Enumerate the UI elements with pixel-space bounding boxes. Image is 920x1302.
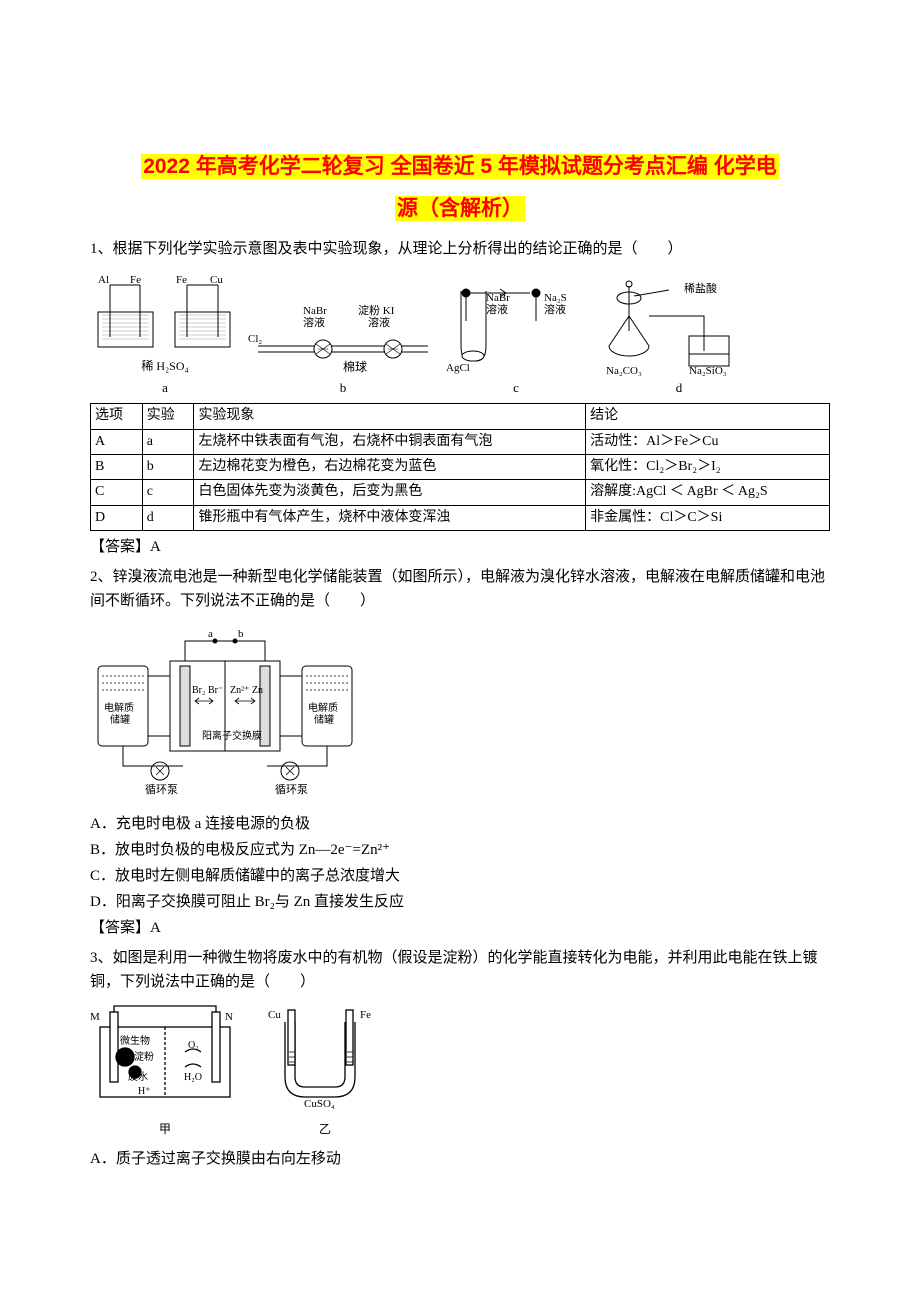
label-h2o: H₂O <box>184 1072 202 1083</box>
diagram-c: NaBr 溶液 Na₂S 溶液 AgCl c <box>446 281 586 399</box>
th-conclusion: 结论 <box>586 404 830 429</box>
label-n: N <box>225 1011 233 1023</box>
q3-diagram: M N 微生物 淀粉 废水 H⁺ O₂ H₂O 甲 Cu Fe CuSO₄ 乙 <box>90 1002 830 1139</box>
q2-option-b: B．放电时负极的电极反应式为 Zn—2e⁻=Zn²⁺ <box>90 838 830 862</box>
label-b: b <box>238 628 244 640</box>
diagram-c-label: c <box>513 378 519 399</box>
label-h: H⁺ <box>138 1086 151 1097</box>
svg-text:溶液: 溶液 <box>486 302 508 316</box>
label-nabr-b: NaBr <box>303 305 327 317</box>
svg-text:储罐: 储罐 <box>110 713 130 726</box>
label-fe2: Fe <box>176 274 187 286</box>
label-m: M <box>90 1011 100 1023</box>
label-nabr-c: NaBr <box>486 292 510 304</box>
pump-left: 循环泵 <box>145 783 178 796</box>
title-text-2: 源（含解析） <box>395 196 525 221</box>
diagram-d-label: d <box>676 378 683 399</box>
label-agcl: AgCl <box>446 362 470 374</box>
membrane-label: 阳离子交换膜 <box>202 729 262 742</box>
diagram-b-svg: Cl₂ NaBr 溶液 淀粉 KI 溶液 棉球 <box>248 286 438 376</box>
diagram-b: Cl₂ NaBr 溶液 淀粉 KI 溶液 棉球 b <box>248 286 438 399</box>
label-cuso4: CuSO₄ <box>304 1098 335 1110</box>
label-o2: O₂ <box>188 1040 199 1051</box>
diagram-d-svg: 稀盐酸 Na₂CO₃ Na₂SiO₃ <box>594 276 764 376</box>
label-hcl: 稀盐酸 <box>684 281 717 295</box>
label-al: Al <box>98 274 109 286</box>
q2-diagram: a b 电解质 储罐 电解质 储罐 Br₂ Br⁻ Zn²⁺ Zn 阳离子交换膜… <box>90 621 830 804</box>
q3-right-caption: 乙 <box>260 1120 390 1139</box>
br-label: Br₂ Br⁻ <box>192 685 223 696</box>
title-line-1: 2022 年高考化学二轮复习 全国卷近 5 年模拟试题分考点汇编 化学电 <box>90 150 830 184</box>
table-row: C c 白色固体先变为淡黄色，后变为黑色 溶解度:AgCl ＜ AgBr ＜ A… <box>91 480 830 505</box>
label-microbe: 微生物 <box>120 1034 150 1047</box>
diagram-c-svg: NaBr 溶液 Na₂S 溶液 AgCl <box>446 281 586 376</box>
q2-option-c: C．放电时左侧电解质储罐中的离子总浓度增大 <box>90 864 830 888</box>
label-cl2: Cl₂ <box>248 333 262 345</box>
table-row: D d 锥形瓶中有气体产生，烧杯中液体变浑浊 非金属性：Cl＞C＞Si <box>91 505 830 530</box>
label-starch: 淀粉 <box>134 1050 154 1063</box>
svg-text:溶液: 溶液 <box>303 315 325 329</box>
q1-answer: 【答案】A <box>90 535 830 559</box>
q3-text: 3、如图是利用一种微生物将废水中的有机物（假设是淀粉）的化学能直接转化为电能，并… <box>90 946 830 994</box>
label-na2s: Na₂S <box>544 292 567 304</box>
table-row: A a 左烧杯中铁表面有气泡，右烧杯中铜表面有气泡 活动性：Al＞Fe＞Cu <box>91 429 830 454</box>
label-fe-elec: Fe <box>360 1009 371 1021</box>
svg-text:溶液: 溶液 <box>368 315 390 329</box>
q2-text: 2、锌溴液流电池是一种新型电化学储能装置（如图所示），电解液为溴化锌水溶液，电解… <box>90 565 830 613</box>
title-line-2: 源（含解析） <box>90 192 830 226</box>
pump-right: 循环泵 <box>275 783 308 796</box>
q3-left-caption: 甲 <box>90 1120 240 1139</box>
th-exp: 实验 <box>142 404 194 429</box>
diagram-a-label: a <box>162 378 168 399</box>
th-option: 选项 <box>91 404 143 429</box>
q3-option-a: A．质子透过离子交换膜由右向左移动 <box>90 1147 830 1171</box>
diagram-a: Al Fe Fe Cu 稀 H₂SO₄ a <box>90 267 240 399</box>
q1-diagrams: Al Fe Fe Cu 稀 H₂SO₄ a Cl₂ NaBr 溶液 淀粉 KI … <box>90 267 830 399</box>
right-tank-label: 电解质 <box>308 701 338 714</box>
table-row: B b 左边棉花变为橙色，右边棉花变为蓝色 氧化性：Cl₂＞Br₂＞I₂ <box>91 454 830 479</box>
label-na2co3: Na₂CO₃ <box>606 365 642 376</box>
zn-label: Zn²⁺ Zn <box>230 685 263 696</box>
diagram-d: 稀盐酸 Na₂CO₃ Na₂SiO₃ d <box>594 276 764 399</box>
label-a: a <box>208 628 213 640</box>
label-ki: 淀粉 KI <box>358 303 395 317</box>
diagram-a-solution: 稀 H₂SO₄ <box>141 357 188 376</box>
svg-text:溶液: 溶液 <box>544 302 566 316</box>
diagram-b-label: b <box>340 378 347 399</box>
q3-right-svg: Cu Fe CuSO₄ <box>260 1002 390 1112</box>
label-fe1: Fe <box>130 274 141 286</box>
q2-answer: 【答案】A <box>90 916 830 940</box>
table-header-row: 选项 实验 实验现象 结论 <box>91 404 830 429</box>
left-tank-label: 电解质 <box>104 701 134 714</box>
label-cu: Cu <box>210 274 223 286</box>
q3-left-svg: M N 微生物 淀粉 废水 H⁺ O₂ H₂O <box>90 1002 240 1112</box>
q2-option-d: D．阳离子交换膜可阻止 Br₂与 Zn 直接发生反应 <box>90 890 830 914</box>
title-text-1: 2022 年高考化学二轮复习 全国卷近 5 年模拟试题分考点汇编 化学电 <box>141 154 779 179</box>
svg-text:储罐: 储罐 <box>314 713 334 726</box>
q2-svg: a b 电解质 储罐 电解质 储罐 Br₂ Br⁻ Zn²⁺ Zn 阳离子交换膜… <box>90 621 360 796</box>
q2-option-a: A．充电时电极 a 连接电源的负极 <box>90 812 830 836</box>
q1-table: 选项 实验 实验现象 结论 A a 左烧杯中铁表面有气泡，右烧杯中铜表面有气泡 … <box>90 403 830 531</box>
label-cotton: 棉球 <box>343 360 367 374</box>
label-waste: 废水 <box>128 1070 148 1083</box>
diagram-a-svg: Al Fe Fe Cu <box>90 267 240 357</box>
q3-right-cell: Cu Fe CuSO₄ 乙 <box>260 1002 390 1139</box>
q1-text: 1、根据下列化学实验示意图及表中实验现象，从理论上分析得出的结论正确的是（ ） <box>90 237 830 261</box>
label-cu-elec: Cu <box>268 1009 281 1021</box>
th-phenomenon: 实验现象 <box>194 404 586 429</box>
q3-left-cell: M N 微生物 淀粉 废水 H⁺ O₂ H₂O 甲 <box>90 1002 240 1139</box>
label-na2sio3: Na₂SiO₃ <box>689 365 727 376</box>
